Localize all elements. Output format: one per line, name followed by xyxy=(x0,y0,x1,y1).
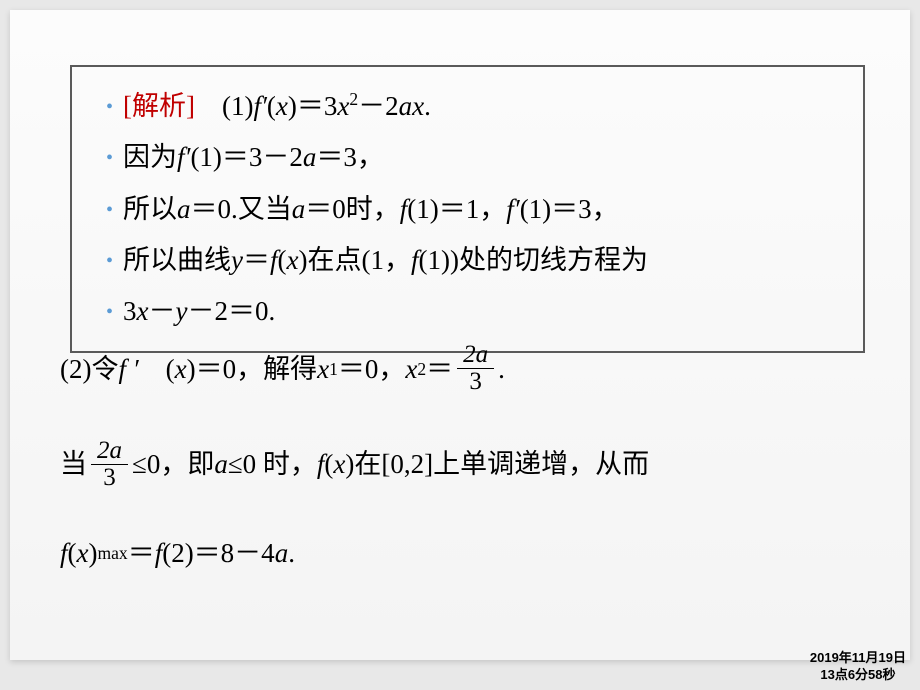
analysis-box: • [解析] (1)f′(x)＝3x2－2ax. • 因为f′(1)＝3－2a＝… xyxy=(70,65,865,353)
line-content: 3x－y－2＝0. xyxy=(123,286,275,337)
footer-date-text: 2019年11月19日 xyxy=(810,650,906,667)
box-line-5: • 3x－y－2＝0. xyxy=(106,286,843,337)
bullet-icon: • xyxy=(106,293,113,331)
bullet-icon: • xyxy=(106,139,113,177)
bullet-icon: • xyxy=(106,242,113,280)
slide-container: • [解析] (1)f′(x)＝3x2－2ax. • 因为f′(1)＝3－2a＝… xyxy=(10,10,910,660)
bullet-icon: • xyxy=(106,191,113,229)
line-content: [解析] (1)f′(x)＝3x2－2ax. xyxy=(123,81,431,132)
line-content: 所以a＝0.又当a＝0时，f(1)＝1，f′(1)＝3， xyxy=(123,184,619,235)
line-content: 因为f′(1)＝3－2a＝3， xyxy=(123,132,384,183)
analysis-label: [解析] xyxy=(123,91,195,121)
box-line-3: • 所以a＝0.又当a＝0时，f(1)＝1，f′(1)＝3， xyxy=(106,184,843,235)
box-line-2: • 因为f′(1)＝3－2a＝3， xyxy=(106,132,843,183)
box-line-1: • [解析] (1)f′(x)＝3x2－2ax. xyxy=(106,81,843,132)
box-line-4: • 所以曲线y＝f(x)在点(1，f(1))处的切线方程为 xyxy=(106,235,843,286)
fraction-2a-over-3: 2a 3 xyxy=(457,342,494,396)
footer-time-text: 13点6分58秒 xyxy=(810,667,906,684)
line-content: 所以曲线y＝f(x)在点(1，f(1))处的切线方程为 xyxy=(123,235,648,286)
bullet-icon: • xyxy=(106,88,113,126)
math-row-3: f ( x ) max ＝ f (2)＝8－4 a . xyxy=(60,533,865,574)
math-row-1: (2)令 f ′ ( x )＝0，解得 x 1 ＝0， x 2 ＝ 2a 3 . xyxy=(60,342,865,396)
footer-timestamp: 2019年11月19日 13点6分58秒 xyxy=(810,650,906,684)
lower-math-block: (2)令 f ′ ( x )＝0，解得 x 1 ＝0， x 2 ＝ 2a 3 .… xyxy=(60,342,865,574)
fraction-2a-over-3: 2a 3 xyxy=(91,438,128,492)
math-row-2: 当 2a 3 ≤0，即 a ≤0 时， f ( x )在[0,2]上单调递增，从… xyxy=(60,438,865,492)
